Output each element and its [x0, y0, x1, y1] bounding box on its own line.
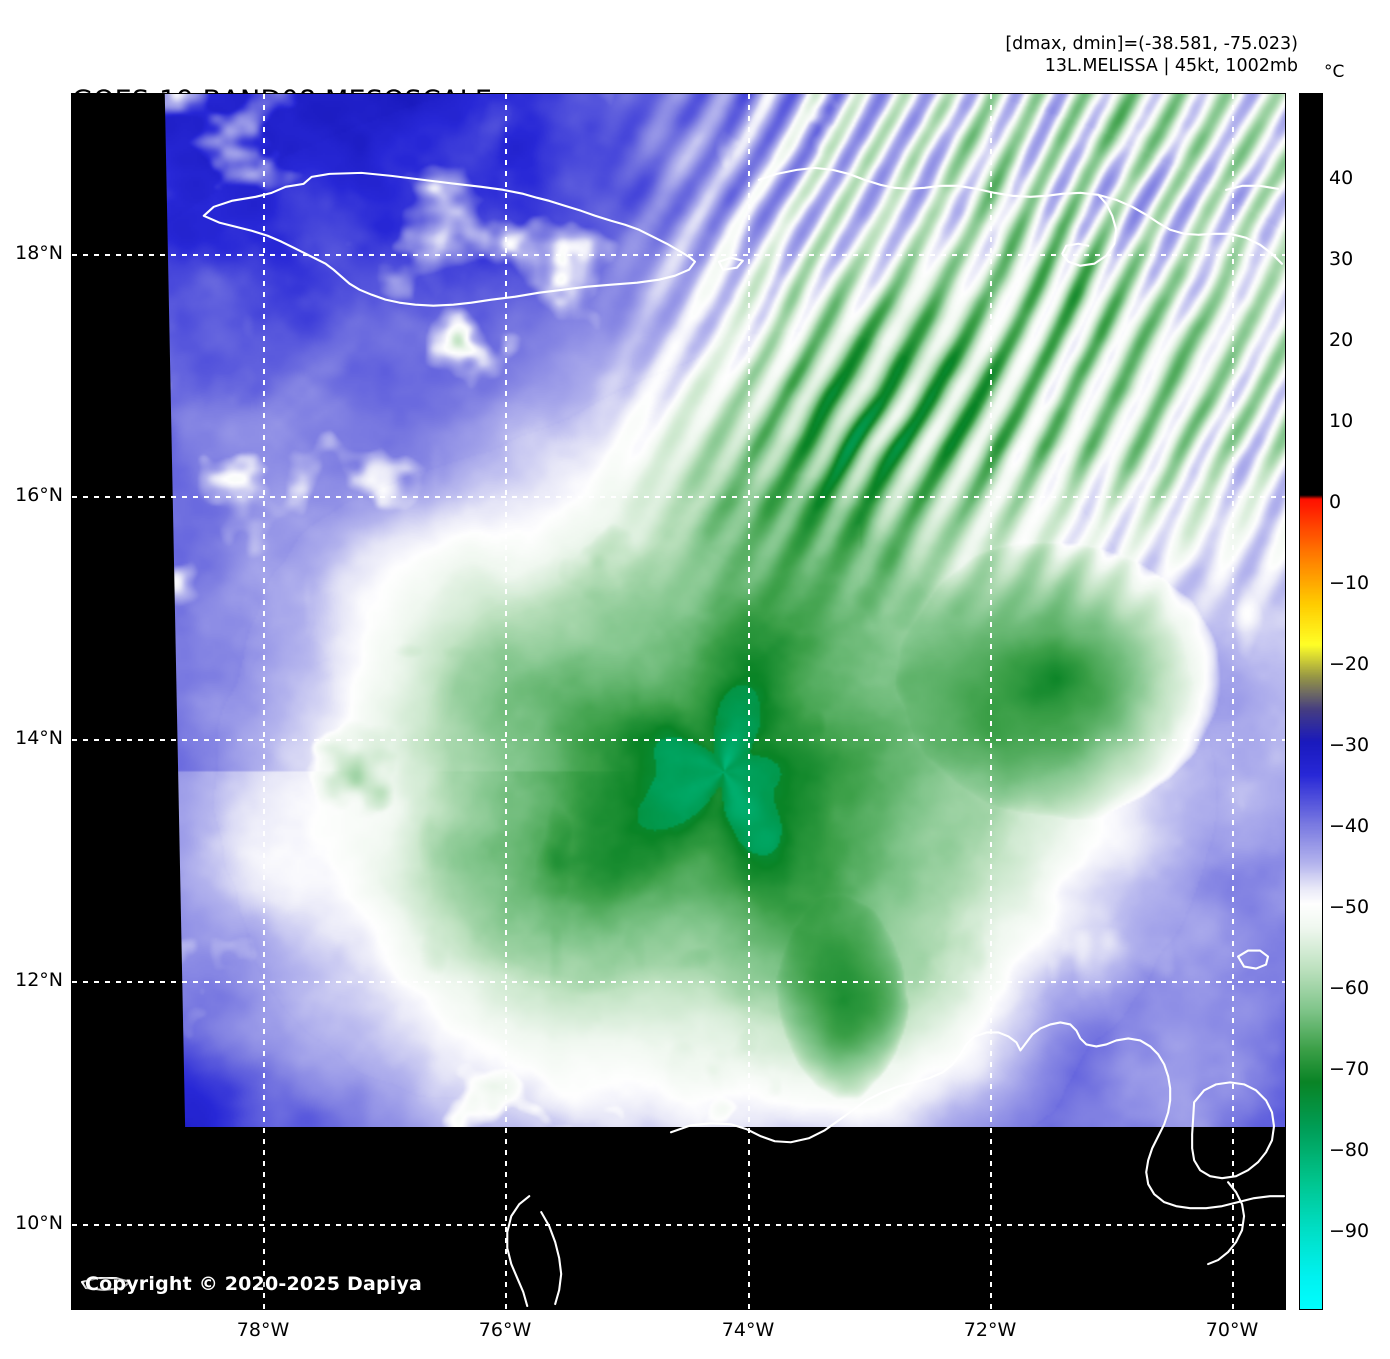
- coastline-colombia-north: [669, 1021, 1285, 1210]
- cbtick-10: 10: [1329, 410, 1354, 432]
- coastline-jamaica: [202, 171, 697, 307]
- satellite-swath: [164, 94, 1285, 1127]
- cbtick-m80: −80: [1329, 1139, 1370, 1161]
- data-range-label: [dmax, dmin]=(-38.581, -75.023): [1005, 34, 1298, 54]
- cbtick-m90: −90: [1329, 1220, 1370, 1242]
- coastline-hispaniola-bay: [1061, 193, 1118, 267]
- xtick-label-78w: 78°W: [236, 1319, 290, 1341]
- colorbar[interactable]: [1299, 93, 1323, 1310]
- cbtick-m70: −70: [1329, 1058, 1370, 1080]
- cbtick-m20: −20: [1329, 653, 1370, 675]
- cbtick-m30: −30: [1329, 734, 1370, 756]
- cbtick-0: 0: [1329, 491, 1342, 513]
- satellite-image-plot[interactable]: Copyright © 2020-2025 Dapiya: [71, 93, 1286, 1310]
- ytick-label-18n: 18°N: [15, 242, 63, 264]
- colorbar-gradient: [1300, 94, 1322, 1309]
- coastline-island-small: [80, 1276, 131, 1292]
- xtick-label-76w: 76°W: [478, 1319, 532, 1341]
- coastline-colombia-west2: [506, 1195, 531, 1308]
- cbtick-40: 40: [1329, 167, 1354, 189]
- cbtick-m40: −40: [1329, 815, 1370, 837]
- coastline-overlay: [80, 166, 1285, 1308]
- ytick-label-10n: 10°N: [15, 1212, 63, 1234]
- xtick-label-72w: 72°W: [963, 1319, 1017, 1341]
- ytick-label-14n: 14°N: [15, 727, 63, 749]
- ytick-label-16n: 16°N: [15, 484, 63, 506]
- cbtick-30: 30: [1329, 248, 1354, 270]
- plot-clip: Copyright © 2020-2025 Dapiya: [72, 94, 1285, 1309]
- colorbar-unit-label: °C: [1324, 62, 1345, 82]
- ytick-label-12n: 12°N: [15, 969, 63, 991]
- coastline-guajira: [1237, 949, 1270, 970]
- cbtick-m60: −60: [1329, 977, 1370, 999]
- xtick-label-74w: 74°W: [721, 1319, 775, 1341]
- xtick-label-70w: 70°W: [1205, 1319, 1259, 1341]
- coastline-cay-1: [717, 256, 744, 271]
- copyright-label: Copyright © 2020-2025 Dapiya: [85, 1273, 423, 1295]
- cbtick-m10: −10: [1329, 572, 1370, 594]
- coastline-hispaniola-north: [757, 166, 1284, 265]
- cbtick-20: 20: [1329, 329, 1354, 351]
- coastline-venezuela: [1191, 1081, 1276, 1180]
- coastline-venezuela-lake: [1207, 1181, 1246, 1266]
- coastline-colombia-west: [540, 1211, 563, 1306]
- metadata-block: [dmax, dmin]=(-38.581, -75.023) 13L.MELI…: [1005, 33, 1298, 77]
- coastline-hispaniola-east: [1225, 184, 1280, 191]
- storm-info-label: 13L.MELISSA | 45kt, 1002mb: [1044, 56, 1298, 76]
- cbtick-m50: −50: [1329, 896, 1370, 918]
- satellite-raster: [164, 94, 1285, 1127]
